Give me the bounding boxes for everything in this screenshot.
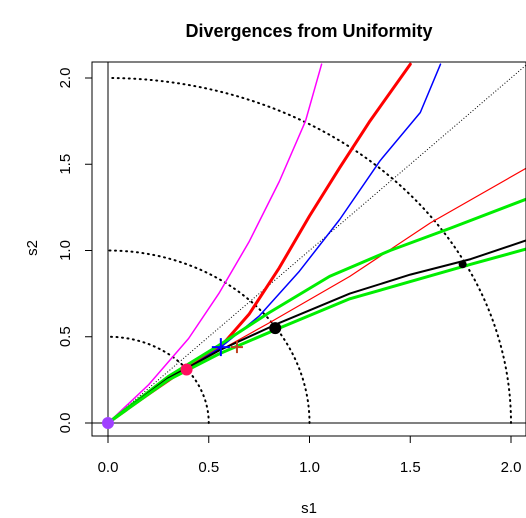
axes: 0.0 0.5 1.0 1.5 2.0 0.0 0.5 1.0 1.5 2.0 [57, 68, 521, 476]
x-tick-label: 0.5 [198, 459, 219, 476]
y-tick-label: 0.5 [57, 326, 74, 347]
plus-marker [211, 338, 230, 357]
series-group [106, 62, 526, 425]
x-tick-label: 2.0 [501, 459, 522, 476]
y-tick-label: 0.0 [57, 413, 74, 434]
point-marker [180, 363, 193, 376]
identity-line [107, 64, 526, 424]
y-tick-label: 2.0 [57, 68, 74, 89]
reference-lines [92, 62, 526, 436]
x-tick-label: 1.5 [400, 459, 421, 476]
x-axis-label: s1 [301, 500, 317, 517]
y-axis-label: s2 [24, 240, 41, 256]
series-line [107, 63, 442, 424]
series-line [106, 247, 526, 425]
reference-circle [107, 249, 311, 424]
point-marker [269, 322, 282, 335]
markers-group [102, 260, 467, 429]
reference-circle [107, 77, 512, 424]
series-line [106, 197, 526, 425]
y-tick-label: 1.0 [57, 240, 74, 261]
point-marker [102, 417, 114, 429]
reference-circle [107, 335, 210, 424]
x-tick-label: 0.0 [98, 459, 119, 476]
series-line [106, 62, 412, 425]
point-marker [458, 260, 467, 269]
plot-frame [91, 61, 526, 437]
plus-marker [230, 341, 243, 354]
y-tick-label: 1.5 [57, 154, 74, 175]
x-tick-label: 1.0 [299, 459, 320, 476]
chart-title: Divergences from Uniformity [185, 21, 432, 41]
series-line [107, 63, 323, 424]
